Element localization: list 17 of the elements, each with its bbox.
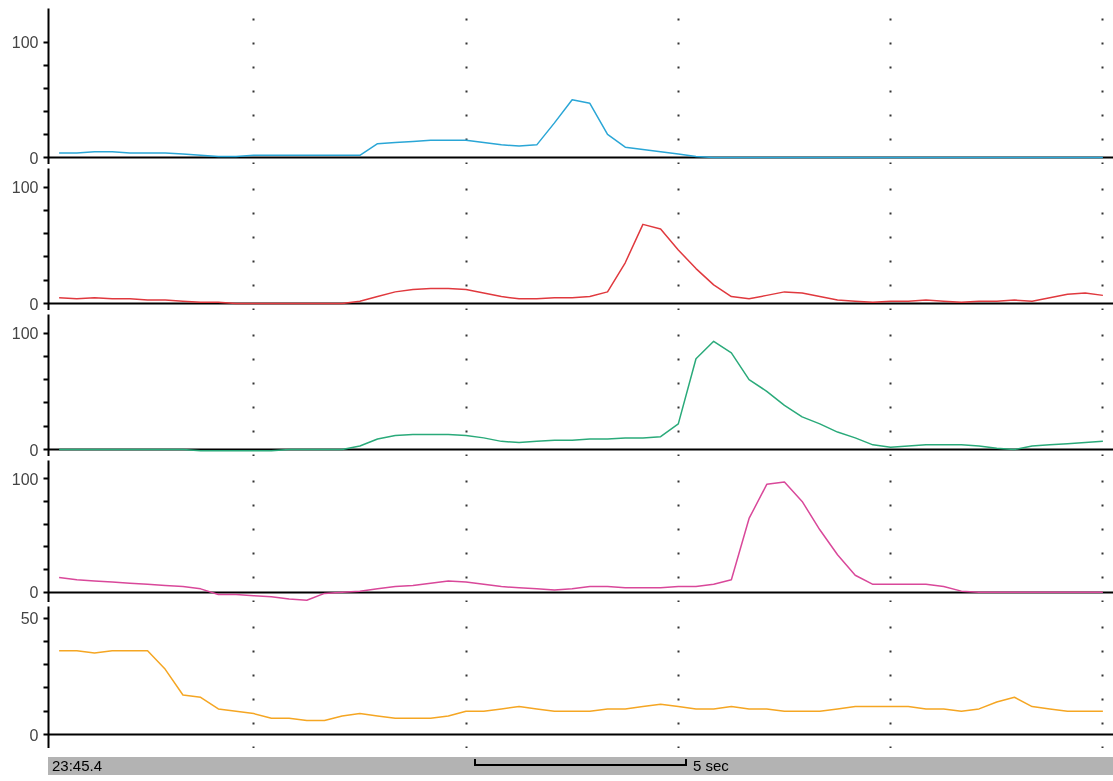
- y-tick-label: 100: [11, 325, 39, 343]
- line-series: [58, 99, 1104, 159]
- y-tick-label: 0: [29, 295, 39, 313]
- line-series: [58, 340, 1104, 452]
- y-tick-label: 0: [29, 441, 39, 459]
- text: 5 sec: [693, 757, 729, 775]
- y-tick-label: 0: [29, 149, 39, 167]
- line-series: [58, 223, 1104, 305]
- y-tick-label: 100: [11, 179, 39, 197]
- y-tick-label: 50: [20, 610, 39, 628]
- text: 23:45.4: [52, 757, 103, 775]
- y-tick-label: 0: [29, 584, 39, 602]
- y-tick-label: 100: [11, 34, 39, 52]
- y-tick-label: 0: [29, 726, 39, 744]
- line-series: [58, 649, 1104, 722]
- y-tick-label: 100: [11, 470, 39, 488]
- line-series: [58, 481, 1104, 601]
